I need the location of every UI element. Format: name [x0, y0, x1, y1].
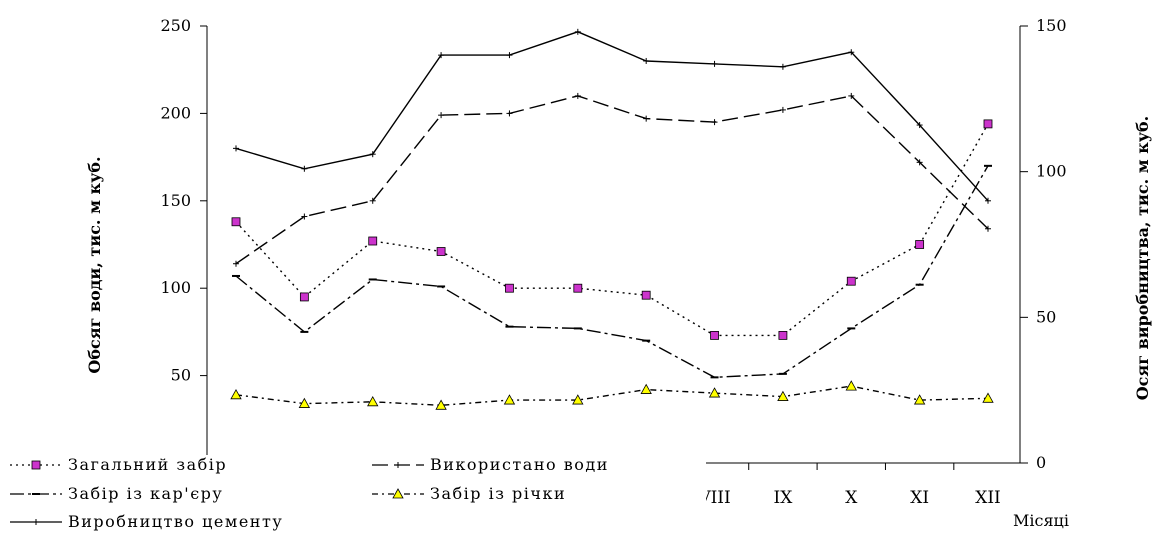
data-point [846, 276, 856, 286]
series-line-4 [235, 31, 989, 202]
y-tick-label-right: 100 [1036, 162, 1067, 181]
legend-marker [392, 488, 404, 499]
series-line-2 [235, 165, 989, 379]
legend-item: Забір із річки [372, 484, 566, 503]
data-point [368, 236, 378, 246]
data-point [848, 49, 855, 56]
data-point [369, 197, 376, 204]
data-point [572, 394, 584, 405]
data-point [779, 106, 786, 113]
data-point [506, 110, 513, 117]
data-point [983, 119, 993, 129]
data-point [574, 28, 581, 35]
y-axis-title-left: Обсяг води, тис. м куб. [85, 156, 104, 373]
data-point [779, 63, 786, 70]
y-axis-title-right: Осяг виробництва, тис. м куб. [1133, 116, 1152, 401]
data-point [711, 119, 718, 126]
data-point [367, 395, 379, 407]
y-tick-label-right: 150 [1036, 16, 1067, 35]
data-point [230, 389, 242, 400]
x-tick-label: XII [975, 488, 1001, 508]
legend-label: Загальний забір [68, 455, 227, 474]
data-point [298, 397, 311, 408]
y-tick-label-left: 150 [160, 191, 191, 210]
data-point [916, 159, 923, 166]
series-layer [235, 31, 989, 407]
legend-item: Виробництво цементу [10, 512, 283, 531]
data-point [503, 394, 516, 405]
data-point [301, 213, 308, 220]
legend: Загальний забір Використано води Забір із … [10, 455, 609, 531]
data-point [778, 330, 788, 340]
data-point [641, 290, 651, 300]
x-tick-label: X [845, 488, 858, 508]
y-tick-label-right: 50 [1036, 307, 1056, 326]
x-tick-label: IX [773, 488, 793, 508]
legend-box [0, 455, 706, 535]
data-point [369, 151, 376, 158]
legend-label: Забір із річки [430, 484, 566, 503]
series-line-3 [235, 385, 989, 407]
legend-item: Використано води [372, 455, 609, 474]
series-line-1 [235, 95, 989, 265]
data-point [915, 240, 925, 249]
data-point [301, 165, 308, 172]
legend-label: Використано води [430, 455, 609, 474]
data-point [985, 225, 991, 232]
legend-marker [31, 460, 41, 470]
data-point [848, 92, 855, 99]
legend-label: Забір із кар'єру [68, 484, 223, 503]
x-tick-label: XI [910, 488, 929, 508]
data-point [505, 283, 514, 293]
legend-item: Забір із кар'єру [10, 484, 223, 503]
legend-marker [33, 519, 39, 525]
data-point [710, 330, 719, 340]
y-tick-label-right: 0 [1036, 453, 1046, 472]
y-tick-label-left: 250 [160, 16, 191, 35]
data-point [574, 92, 581, 99]
data-point [573, 283, 583, 293]
y-tick-label-left: 200 [160, 103, 191, 122]
data-point [913, 394, 926, 405]
x-axis-title: Місяці [1013, 511, 1069, 530]
legend-marker [395, 462, 401, 468]
data-point [643, 57, 650, 64]
data-point [435, 399, 447, 410]
data-point [640, 383, 652, 394]
data-point [643, 115, 650, 122]
y-tick-label-left: 100 [160, 278, 191, 297]
legend-label: Виробництво цементу [68, 512, 283, 531]
data-point [299, 292, 309, 302]
data-point [916, 122, 923, 129]
markers-layer [230, 28, 994, 410]
data-point [777, 390, 789, 401]
data-point [438, 52, 445, 59]
data-point [982, 392, 994, 403]
data-point [711, 60, 718, 67]
data-point [233, 260, 239, 267]
series-line-0 [235, 123, 989, 337]
data-point [438, 112, 445, 119]
data-point [985, 197, 991, 204]
data-point [845, 380, 857, 391]
legend-item: Загальний забір [10, 455, 227, 474]
data-point [708, 387, 721, 398]
data-point [436, 247, 446, 256]
y-tick-label-left: 50 [171, 366, 191, 385]
data-point [233, 145, 239, 152]
data-point [506, 52, 513, 59]
data-point [231, 217, 241, 227]
